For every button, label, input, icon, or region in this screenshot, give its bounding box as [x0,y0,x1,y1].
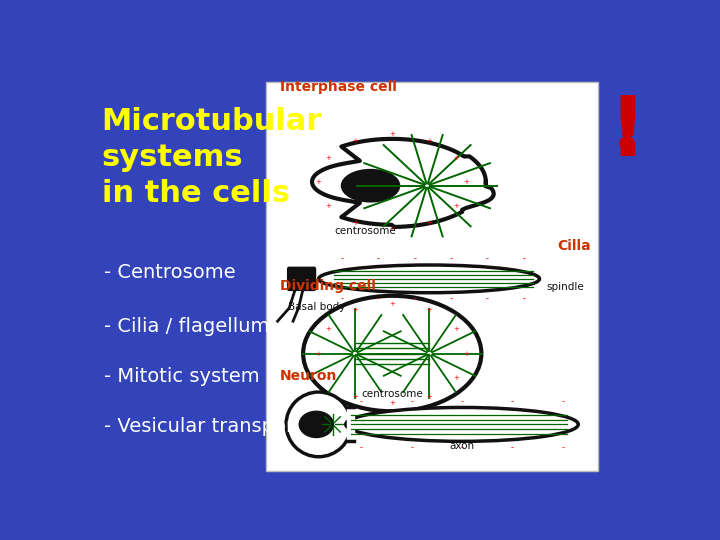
Text: +: + [353,138,359,144]
Text: +: + [390,226,395,232]
Ellipse shape [303,296,482,411]
Ellipse shape [346,408,578,441]
Text: +: + [426,307,432,314]
Text: +: + [353,394,359,400]
Text: +: + [390,400,395,406]
Text: Basal body: Basal body [289,302,346,312]
Text: -: - [341,254,343,264]
Text: Interphase cell: Interphase cell [280,80,397,94]
Text: -: - [486,254,489,264]
Text: +: + [315,179,322,185]
Text: -: - [377,294,380,303]
Text: - Mitotic system: - Mitotic system [104,367,260,386]
Text: - Cilia / flagellum: - Cilia / flagellum [104,317,269,336]
Text: -: - [511,397,514,406]
Text: +: + [463,179,469,185]
Text: -: - [511,443,514,452]
Text: Dividing cell: Dividing cell [280,279,376,293]
Text: -: - [360,397,363,406]
Ellipse shape [319,265,539,293]
Text: -: - [413,254,416,264]
Text: -: - [413,294,416,303]
Text: +: + [463,350,469,356]
Text: -: - [461,397,464,406]
Text: -: - [461,443,464,452]
Text: Microtubular
systems
in the cells: Microtubular systems in the cells [102,107,322,208]
Text: -: - [341,294,343,303]
Text: - Centrosome: - Centrosome [104,263,235,282]
Text: +: + [325,375,331,381]
Polygon shape [312,139,494,227]
Text: -: - [486,294,489,303]
Text: centrosome: centrosome [334,226,396,236]
Text: -: - [450,294,453,303]
Ellipse shape [300,411,333,437]
Text: +: + [453,375,459,381]
Text: axon: axon [449,441,474,451]
Text: +: + [353,307,359,314]
Text: +: + [453,202,459,208]
Text: centrosome: centrosome [361,389,423,400]
Text: +: + [353,220,359,226]
FancyBboxPatch shape [287,267,315,291]
Text: Neuron: Neuron [280,369,337,383]
Text: +: + [453,326,459,332]
Text: +: + [390,131,395,137]
Text: +: + [390,301,395,307]
Text: +: + [426,220,432,226]
Circle shape [286,392,351,457]
Text: spindle: spindle [546,282,585,293]
Circle shape [620,137,634,150]
Text: +: + [453,155,459,161]
Text: -: - [410,443,413,452]
Text: +: + [325,326,331,332]
Text: -: - [360,443,363,452]
Text: Cilla: Cilla [557,239,590,253]
Text: +: + [325,202,331,208]
Text: -: - [562,443,564,452]
Text: -: - [410,397,413,406]
Text: -: - [450,254,453,264]
Text: -: - [377,254,380,264]
Text: !: ! [608,92,646,173]
Text: +: + [426,394,432,400]
Bar [266,82,598,470]
Text: +: + [315,350,322,356]
Text: +: + [325,155,331,161]
Text: - Vesicular transport: - Vesicular transport [104,417,302,436]
Ellipse shape [341,170,400,202]
Text: +: + [426,138,432,144]
Text: -: - [523,294,526,303]
Text: -: - [562,397,564,406]
Text: -: - [523,254,526,264]
